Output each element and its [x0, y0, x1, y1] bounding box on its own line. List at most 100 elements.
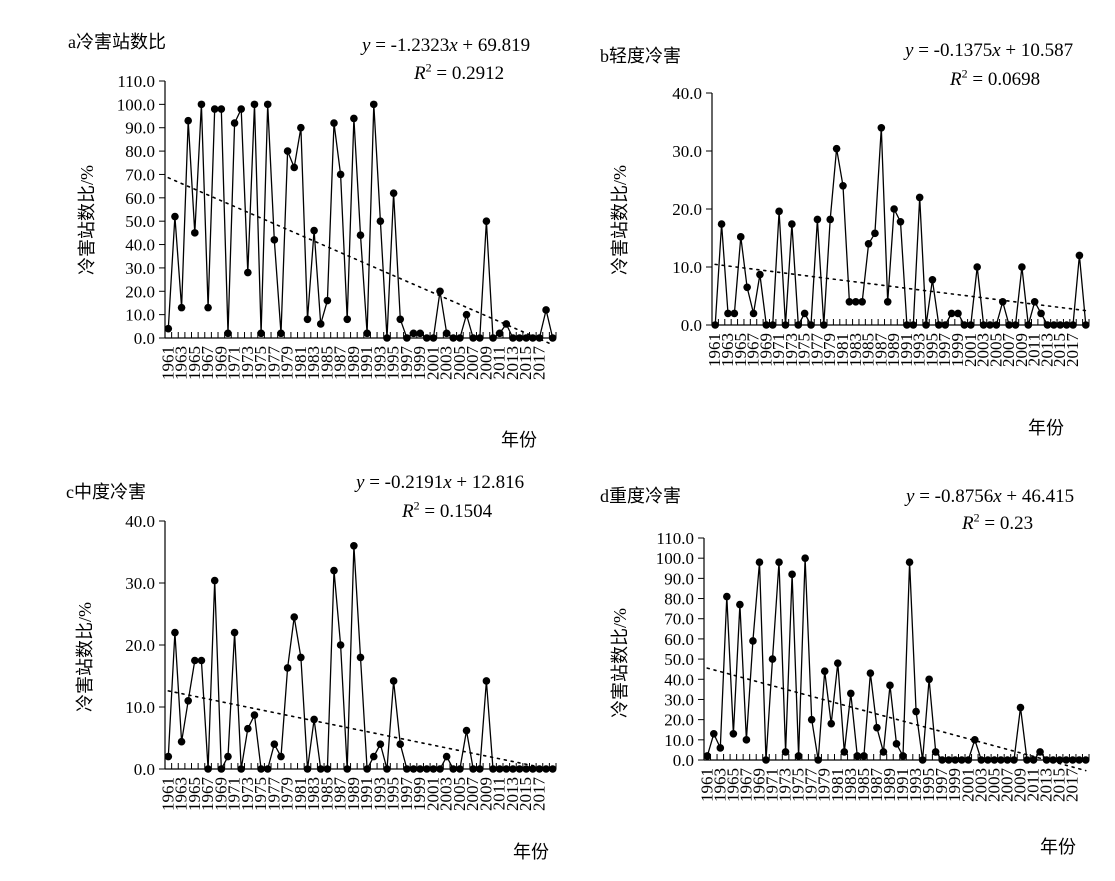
panel-d-point — [1068, 756, 1077, 764]
panel-a-point — [363, 329, 371, 338]
panel-a-point — [204, 303, 212, 312]
panel-c-point — [270, 740, 279, 748]
panel-b-r2-R: R — [950, 69, 962, 90]
panel-d-x-tick-label: 1983 — [841, 768, 860, 802]
panel-b-x-tick-label: 2017 — [1063, 333, 1082, 368]
panel-c-x-tick-label: 1975 — [251, 777, 270, 811]
panel-a-point — [403, 334, 411, 342]
panel-b-x-tick-label: 2001 — [961, 333, 980, 367]
panel-a-r2-sup: 2 — [425, 60, 432, 75]
panel-b-y-tick-label: 0.0 — [681, 316, 702, 335]
panel-d-r2-sup: 2 — [973, 510, 980, 525]
panel-d-y-tick-label: 10.0 — [664, 731, 694, 750]
panel-d-eq-tail: + 46.415 — [1001, 486, 1075, 507]
panel-b-r2-rhs: = 0.0698 — [967, 69, 1041, 90]
panel-d-point — [879, 748, 888, 756]
panel-a-equation: y = -1.2323x + 69.819 — [362, 35, 530, 57]
panel-b-x-tick-label: 1979 — [820, 333, 839, 367]
panel-a-x-tick-label: 2017 — [529, 346, 548, 381]
panel-b-point — [711, 321, 719, 329]
panel-d-point — [807, 715, 816, 724]
panel-c-point — [542, 765, 550, 773]
panel-b-x-tick-label: 1993 — [910, 333, 929, 367]
panel-b-x-tick-label: 1987 — [871, 333, 890, 368]
panel-b-xlabel: 年份 — [1028, 418, 1064, 438]
panel-d-point — [1062, 756, 1070, 764]
panel-b-point — [986, 321, 994, 329]
panel-b-x-tick-label: 2011 — [1025, 333, 1044, 366]
panel-c-point — [310, 715, 318, 724]
panel-d-x-tick-label: 1973 — [776, 768, 795, 802]
panel-c-y-tick-label: 10.0 — [125, 698, 155, 717]
panel-a-point — [336, 170, 345, 179]
panel-d-point — [814, 756, 822, 764]
panel-d-point — [860, 752, 868, 760]
panel-a-point — [164, 324, 173, 333]
panel-c-point — [283, 664, 292, 672]
panel-c-point — [197, 656, 206, 665]
panel-a-point — [343, 315, 352, 324]
panel-a-x-tick-label: 1991 — [357, 346, 376, 380]
panel-a-point — [416, 329, 424, 338]
panel-b-x-tick-label: 1975 — [795, 333, 814, 367]
panel-d-y-tick-label: 20.0 — [664, 711, 694, 730]
panel-b-point — [947, 309, 956, 318]
panel-c-point — [422, 765, 431, 773]
panel-b-x-tick-label: 1973 — [782, 333, 801, 367]
panel-c-point — [224, 752, 232, 761]
panel-b-point — [909, 321, 918, 329]
panel-b-eq-y: y — [905, 40, 914, 61]
panel-b-point — [1075, 251, 1084, 260]
panel-d-point — [899, 752, 907, 760]
panel-c-point — [330, 566, 338, 575]
panel-c-eq-x: x — [443, 472, 452, 493]
panel-c-point — [297, 653, 305, 662]
panel-a-point — [422, 334, 431, 342]
panel-b-plot: 0.010.020.030.040.0196119631965196719691… — [672, 84, 1090, 368]
panel-a-x-tick-label: 1965 — [185, 346, 204, 380]
panel-d-x-tick-label: 1969 — [749, 768, 768, 802]
panel-d-point — [905, 558, 914, 567]
panel-c-trendline — [167, 690, 554, 771]
panel-a-x-tick-label: 1979 — [278, 346, 297, 380]
panel-b-y-tick-label: 30.0 — [672, 142, 702, 161]
panel-a-eq-tail: + 69.819 — [457, 35, 531, 56]
panel-a-x-tick-label: 2003 — [437, 346, 456, 380]
panel-b-point — [736, 233, 745, 241]
panel-c-x-tick-label: 1999 — [410, 777, 429, 811]
panel-b-x-tick-label: 2007 — [999, 333, 1018, 368]
panel-a-point — [429, 334, 438, 342]
panel-a-ylabel: 冷害站数比/% — [77, 165, 97, 275]
panel-c-point — [191, 656, 199, 665]
panel-a-point — [376, 217, 385, 225]
panel-c-point — [515, 765, 524, 773]
panel-a-point — [283, 147, 292, 155]
panel-a-point — [191, 229, 199, 237]
panel-a-point — [509, 334, 517, 342]
panel-d-point — [833, 659, 842, 667]
panel-c-x-tick-label: 1967 — [198, 777, 217, 812]
panel-b-x-tick-label: 1981 — [833, 333, 852, 367]
panel-c-point — [323, 765, 332, 773]
panel-a-point — [237, 105, 246, 113]
panel-c-point — [303, 765, 312, 773]
panel-b-point — [826, 215, 835, 224]
panel-b-point — [1082, 321, 1090, 329]
panel-d-x-tick-label: 1961 — [697, 768, 716, 802]
panel-c-x-tick-label: 2013 — [503, 777, 522, 811]
panel-a-x-tick-label: 1981 — [291, 346, 310, 380]
panel-b-point — [1030, 298, 1039, 306]
panel-d-x-tick-label: 2013 — [1037, 768, 1056, 802]
panel-c-x-tick-label: 1993 — [370, 777, 389, 811]
panel-a-point — [224, 329, 232, 338]
panel-a-point — [244, 268, 252, 277]
panel-b-point — [807, 321, 815, 329]
panel-c-point — [164, 752, 173, 761]
panel-a-point — [529, 334, 537, 342]
panel-c-point — [389, 677, 398, 685]
panel-d-x-tick-label: 2011 — [1024, 768, 1043, 801]
panel-d-y-tick-label: 110.0 — [656, 529, 694, 548]
panel-b-x-tick-label: 1999 — [948, 333, 967, 367]
panel-c-point — [469, 765, 477, 773]
panel-b-eq-tail: + 10.587 — [1000, 40, 1074, 61]
